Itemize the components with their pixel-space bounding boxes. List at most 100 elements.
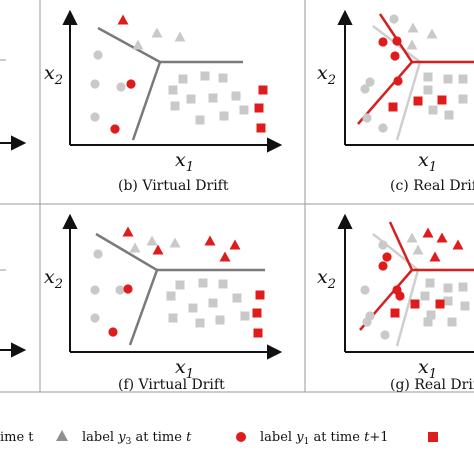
gray-circle-marker xyxy=(93,50,103,60)
gray-circle-marker xyxy=(93,249,103,259)
panel-b-markers xyxy=(90,14,268,134)
red-circle-marker xyxy=(390,51,400,61)
red-square-marker xyxy=(410,299,420,309)
red-square-marker xyxy=(435,299,445,309)
red-square-icon xyxy=(428,432,438,442)
gray-circle-marker xyxy=(380,330,390,340)
gray-square-marker xyxy=(240,311,250,321)
gray-circle-marker xyxy=(90,112,100,122)
red-square-marker xyxy=(256,123,266,133)
red-triangle-marker xyxy=(122,226,134,237)
panel-f-y-axis-label: x2 xyxy=(44,266,63,292)
panel-g-new-boundary xyxy=(359,221,474,331)
red-triangle-marker xyxy=(117,14,129,25)
gray-triangle-marker xyxy=(426,28,438,39)
panel-f-boundary xyxy=(95,232,265,346)
gray-triangle-marker xyxy=(412,244,424,255)
red-square-marker xyxy=(254,103,264,113)
gray-triangle-marker xyxy=(174,31,186,42)
panel-f-x-axis-label: x1 xyxy=(175,356,194,382)
red-circle-marker xyxy=(378,37,388,47)
gray-triangle-marker xyxy=(132,39,144,50)
gray-square-marker xyxy=(239,105,249,115)
panel-b-y-axis-label: x2 xyxy=(44,62,63,88)
red-circle-marker xyxy=(110,124,120,134)
gray-square-marker xyxy=(443,283,453,293)
red-square-marker xyxy=(252,308,262,318)
gray-square-marker xyxy=(175,280,185,290)
red-triangle-marker xyxy=(152,244,164,255)
red-triangle-marker xyxy=(429,251,441,262)
gray-square-marker xyxy=(178,74,188,84)
red-circle-marker xyxy=(123,284,133,294)
gray-circle-marker xyxy=(389,14,399,24)
red-triangle-marker xyxy=(452,239,464,250)
legend-item-2-label: label y1 at time t+1 xyxy=(260,430,389,447)
gray-square-marker xyxy=(186,94,196,104)
gray-square-marker xyxy=(208,93,218,103)
gray-triangle-marker xyxy=(129,242,141,253)
gray-square-marker xyxy=(188,303,198,313)
gray-square-marker xyxy=(423,317,433,327)
panel-g-x-axis-label: x1 xyxy=(418,356,437,382)
panel-c-x-axis-label: x1 xyxy=(418,149,437,175)
red-square-marker xyxy=(413,96,423,106)
gray-circle-marker xyxy=(360,285,370,295)
red-square-marker xyxy=(390,308,400,318)
gray-square-marker xyxy=(423,85,433,95)
gray-square-marker xyxy=(166,291,176,301)
gray-triangle-marker xyxy=(406,232,418,243)
gray-circle-marker xyxy=(378,123,388,133)
panel-c-new-boundary xyxy=(357,13,474,125)
gray-square-marker xyxy=(208,298,218,308)
red-square-marker xyxy=(388,102,398,112)
gray-square-marker xyxy=(460,301,470,311)
panel-b-caption: (b) Virtual Drift xyxy=(118,178,229,194)
gray-circle-marker xyxy=(90,79,100,89)
gray-square-marker xyxy=(219,111,229,121)
gray-circle-marker xyxy=(378,240,388,250)
red-square-marker xyxy=(258,85,268,95)
red-square-marker xyxy=(253,328,263,338)
red-triangle-marker xyxy=(204,235,216,246)
gray-triangle-marker xyxy=(146,235,158,246)
red-circle-marker xyxy=(395,291,405,301)
gray-circle-marker xyxy=(365,77,375,87)
red-circle-marker xyxy=(378,261,388,271)
gray-square-marker xyxy=(443,296,453,306)
red-circle-marker xyxy=(393,76,403,86)
red-circle-marker xyxy=(126,79,136,89)
gray-circle-marker xyxy=(360,84,370,94)
gray-square-marker xyxy=(215,315,225,325)
legend-item-1-label: label y3 at time t xyxy=(82,430,192,447)
gray-square-marker xyxy=(425,278,435,288)
gray-square-marker xyxy=(232,293,242,303)
red-circle-marker xyxy=(108,327,118,337)
red-circle-marker xyxy=(382,252,392,262)
gray-circle-marker xyxy=(362,317,372,327)
panel-g-y-axis-label: x2 xyxy=(317,266,336,292)
gray-square-marker xyxy=(195,115,205,125)
gray-square-marker xyxy=(423,72,433,82)
gray-triangle-marker xyxy=(407,22,419,33)
panel-b-x-axis-label: x1 xyxy=(175,149,194,175)
panel-f-markers xyxy=(90,226,265,338)
red-triangle-marker xyxy=(229,239,241,250)
red-circle-marker xyxy=(392,36,402,46)
panel-g: x2 x1 (g) Real Drift xyxy=(317,213,474,393)
gray-circle-marker xyxy=(90,285,100,295)
panel-b-boundary xyxy=(97,26,243,141)
gray-square-marker xyxy=(420,291,430,301)
red-triangle-marker xyxy=(422,227,434,238)
legend: ime t label y3 at time t label y1 at tim… xyxy=(0,430,438,447)
panel-c-y-axis-label: x2 xyxy=(317,62,336,88)
panel-b-axes xyxy=(62,9,283,153)
gray-square-marker xyxy=(195,318,205,328)
panel-f-caption: (f) Virtual Drift xyxy=(118,377,225,393)
red-square-marker xyxy=(255,290,265,300)
panel-f-axes xyxy=(62,213,283,360)
gray-square-marker xyxy=(168,313,178,323)
gray-square-marker xyxy=(447,317,457,327)
legend-item-0-label: ime t xyxy=(0,430,34,445)
